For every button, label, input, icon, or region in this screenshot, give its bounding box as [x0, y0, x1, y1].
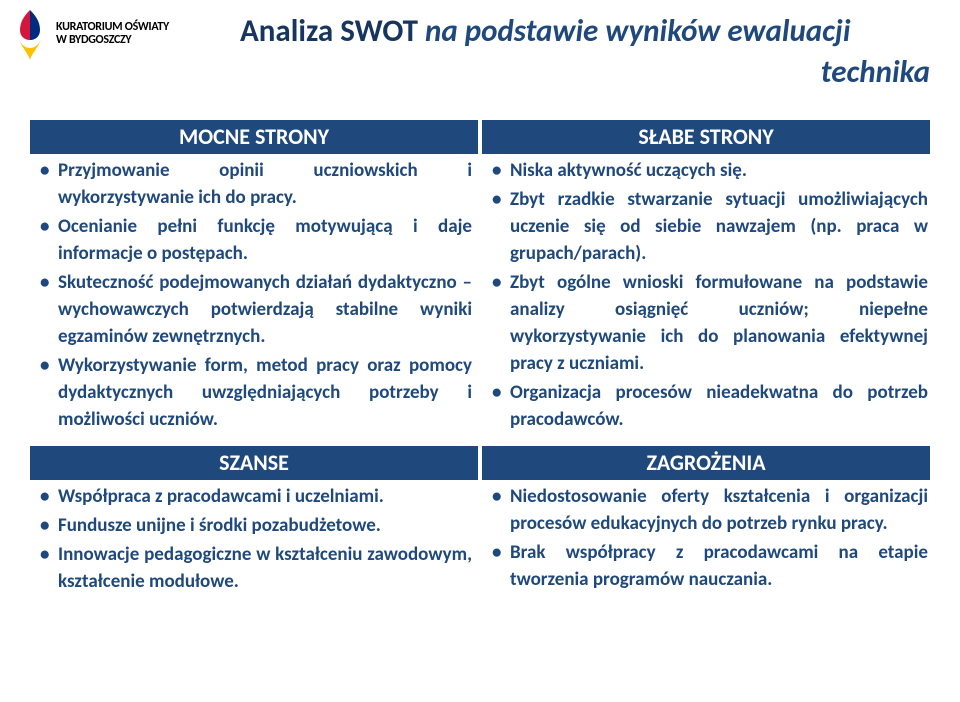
header-strengths: MOCNE STRONY — [30, 120, 478, 154]
list-item: Fundusze unijne i środki pozabudżetowe. — [32, 513, 472, 540]
list-item: Przyjmowanie opinii uczniowskich i wykor… — [32, 158, 472, 212]
threats-body: Niedostosowanie oferty kształcenia i org… — [482, 480, 930, 608]
list-item: Innowacje pedagogiczne w kształceniu zaw… — [32, 542, 472, 596]
list-item: Zbyt ogólne wnioski formułowane na podst… — [484, 270, 928, 378]
logo-icon — [10, 8, 50, 60]
list-item: Skuteczność podejmowanych działań dydakt… — [32, 270, 472, 351]
title-part1: Analiza SWOT — [240, 12, 418, 50]
header-opportunities: SZANSE — [30, 446, 478, 480]
title-part2: na podstawie wyników ewaluacji — [425, 12, 850, 50]
opportunities-body: Współpraca z pracodawcami i uczelniami. … — [30, 480, 478, 608]
swot-grid: MOCNE STRONY SŁABE STRONY Przyjmowanie o… — [30, 120, 930, 608]
list-item: Niska aktywność uczących się. — [484, 158, 928, 185]
list-item: Wykorzystywanie form, metod pracy oraz p… — [32, 353, 472, 434]
page-title: Analiza SWOT na podstawie wyników ewalua… — [240, 12, 930, 92]
list-item: Współpraca z pracodawcami i uczelniami. — [32, 484, 472, 511]
list-item: Ocenianie pełni funkcję motywującą i daj… — [32, 214, 472, 268]
list-item: Organizacja procesów nieadekwatna do pot… — [484, 380, 928, 434]
header-threats: ZAGROŻENIA — [482, 446, 930, 480]
header-weaknesses: SŁABE STRONY — [482, 120, 930, 154]
list-item: Brak współpracy z pracodawcami na etapie… — [484, 540, 928, 594]
title-part3: technika — [821, 53, 930, 91]
logo: KURATORIUM OŚWIATY W BYDGOSZCZY — [10, 8, 170, 60]
weaknesses-body: Niska aktywność uczących się. Zbyt rzadk… — [482, 154, 930, 446]
list-item: Niedostosowanie oferty kształcenia i org… — [484, 484, 928, 538]
list-item: Zbyt rzadkie stwarzanie sytuacji umożliw… — [484, 187, 928, 268]
strengths-body: Przyjmowanie opinii uczniowskich i wykor… — [30, 154, 478, 446]
logo-text-line2: W BYDGOSZCZY — [56, 34, 169, 47]
